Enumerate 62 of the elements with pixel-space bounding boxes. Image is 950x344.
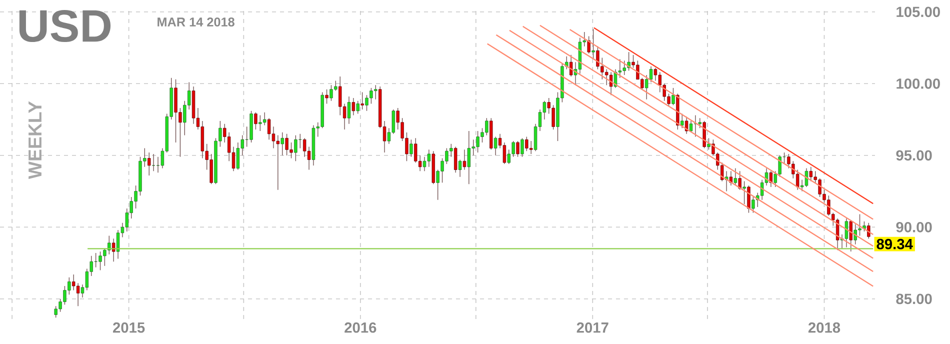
candlestick [672,88,675,106]
x-tick-label: 2016 [344,322,376,333]
candlestick [267,118,271,140]
x-tick-label: 2018 [808,322,840,333]
candlestick [76,282,80,306]
candlestick [592,28,595,60]
candlestick [458,159,462,178]
candlestick [152,154,156,172]
candlestick [254,112,258,130]
candlestick [148,152,151,176]
text: MAR 14 2018 [158,18,234,26]
candlestick [774,170,777,188]
candlestick [649,66,653,83]
candlestick [276,134,280,190]
candlestick [569,54,573,77]
candlestick [769,170,773,188]
candlestick [325,89,328,104]
candlestick [738,170,742,190]
candlestick [236,142,240,170]
candlestick [734,168,738,186]
candlestick [294,134,298,162]
candlestick [347,96,351,124]
candlestick [360,92,364,110]
candlestick [467,130,471,184]
y-tick-label: 95.00 [896,150,932,161]
candlestick [698,118,702,128]
candlestick [587,36,590,54]
chart-title: USD [19,10,111,42]
y-tick-label: 100.00 [896,78,940,89]
candlestick [644,74,648,100]
y-tick-label: 105.00 [896,6,940,18]
candlestick [778,155,782,178]
y-tick-label: 90.00 [896,222,932,232]
annotation: WEEKLY [28,101,42,180]
candlestick [302,138,306,158]
candlestick [729,170,733,186]
candlestick [844,218,848,248]
candlestick [707,138,710,150]
candlestick [516,140,520,158]
candlestick [462,149,466,170]
candlestick [352,98,356,116]
candlestick [849,220,852,252]
x-tick-label: 2015 [113,322,145,333]
candlestick [809,166,813,182]
candlestick [494,136,498,156]
candlestick [609,72,613,96]
annotation: 89.34 [876,238,913,250]
candlestick [454,146,458,173]
candlestick [680,113,684,128]
candlestick [520,138,524,158]
candlestick [654,68,658,82]
candlestick [410,139,413,158]
candlestick [502,142,506,164]
candlestick [684,116,688,134]
candlestick [742,180,746,205]
candlestick [356,100,360,114]
candlestick [427,149,431,168]
candlestick [422,156,426,172]
y-tick-label: 85.00 [896,294,932,304]
x-tick-label: 2017 [576,322,608,333]
candlestick [280,132,284,156]
candlestick [747,185,750,214]
